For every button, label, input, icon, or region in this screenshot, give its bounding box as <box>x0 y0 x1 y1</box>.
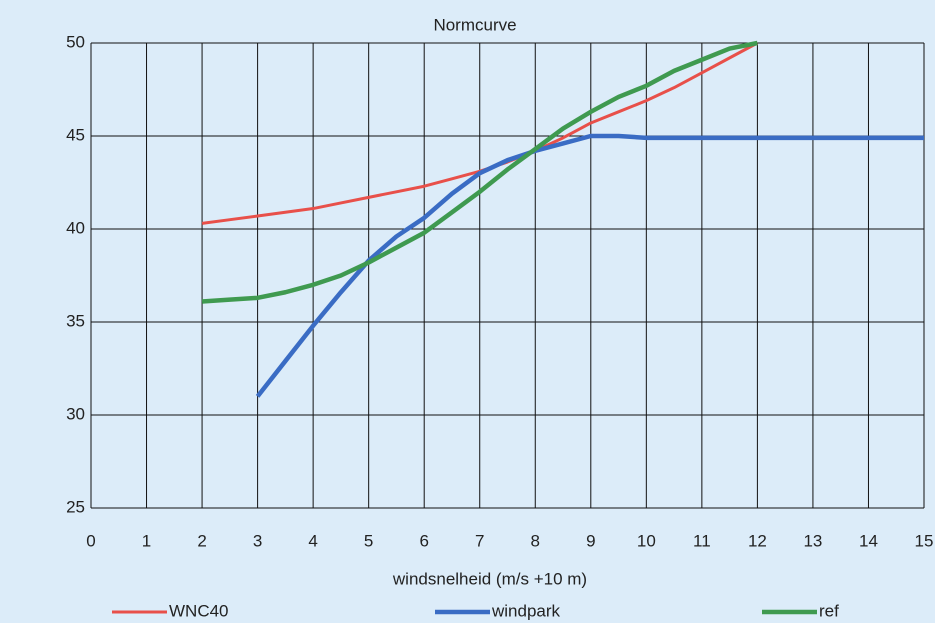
y-tick-label: 45 <box>66 125 85 144</box>
x-tick-label: 12 <box>748 531 767 550</box>
x-tick-label: 2 <box>197 531 206 550</box>
y-tick-label: 50 <box>66 32 85 51</box>
x-tick-label: 10 <box>637 531 656 550</box>
legend-label: WNC40 <box>169 601 229 620</box>
y-tick-label: 30 <box>66 404 85 423</box>
x-tick-label: 5 <box>364 531 373 550</box>
x-tick-label: 0 <box>86 531 95 550</box>
legend-label: windpark <box>491 601 561 620</box>
series-line <box>201 40 758 304</box>
x-tick-label: 8 <box>531 531 540 550</box>
y-tick-label: 25 <box>66 497 85 516</box>
x-axis-label: windsnelheid (m/s +10 m) <box>392 569 587 588</box>
y-tick-label: 40 <box>66 218 85 237</box>
x-tick-label: 14 <box>859 531 878 550</box>
y-tick-label: 35 <box>66 311 85 330</box>
x-tick-label: 7 <box>475 531 484 550</box>
chart-title: Normcurve <box>433 15 516 34</box>
x-tick-label: 9 <box>586 531 595 550</box>
x-tick-label: 11 <box>693 531 711 550</box>
x-tick-label: 3 <box>253 531 262 550</box>
x-tick-label: 6 <box>419 531 428 550</box>
legend-label: ref <box>819 601 839 620</box>
x-tick-label: 1 <box>142 531 151 550</box>
x-tick-label: 15 <box>915 531 934 550</box>
x-tick-label: 13 <box>803 531 822 550</box>
x-tick-label: 4 <box>308 531 317 550</box>
